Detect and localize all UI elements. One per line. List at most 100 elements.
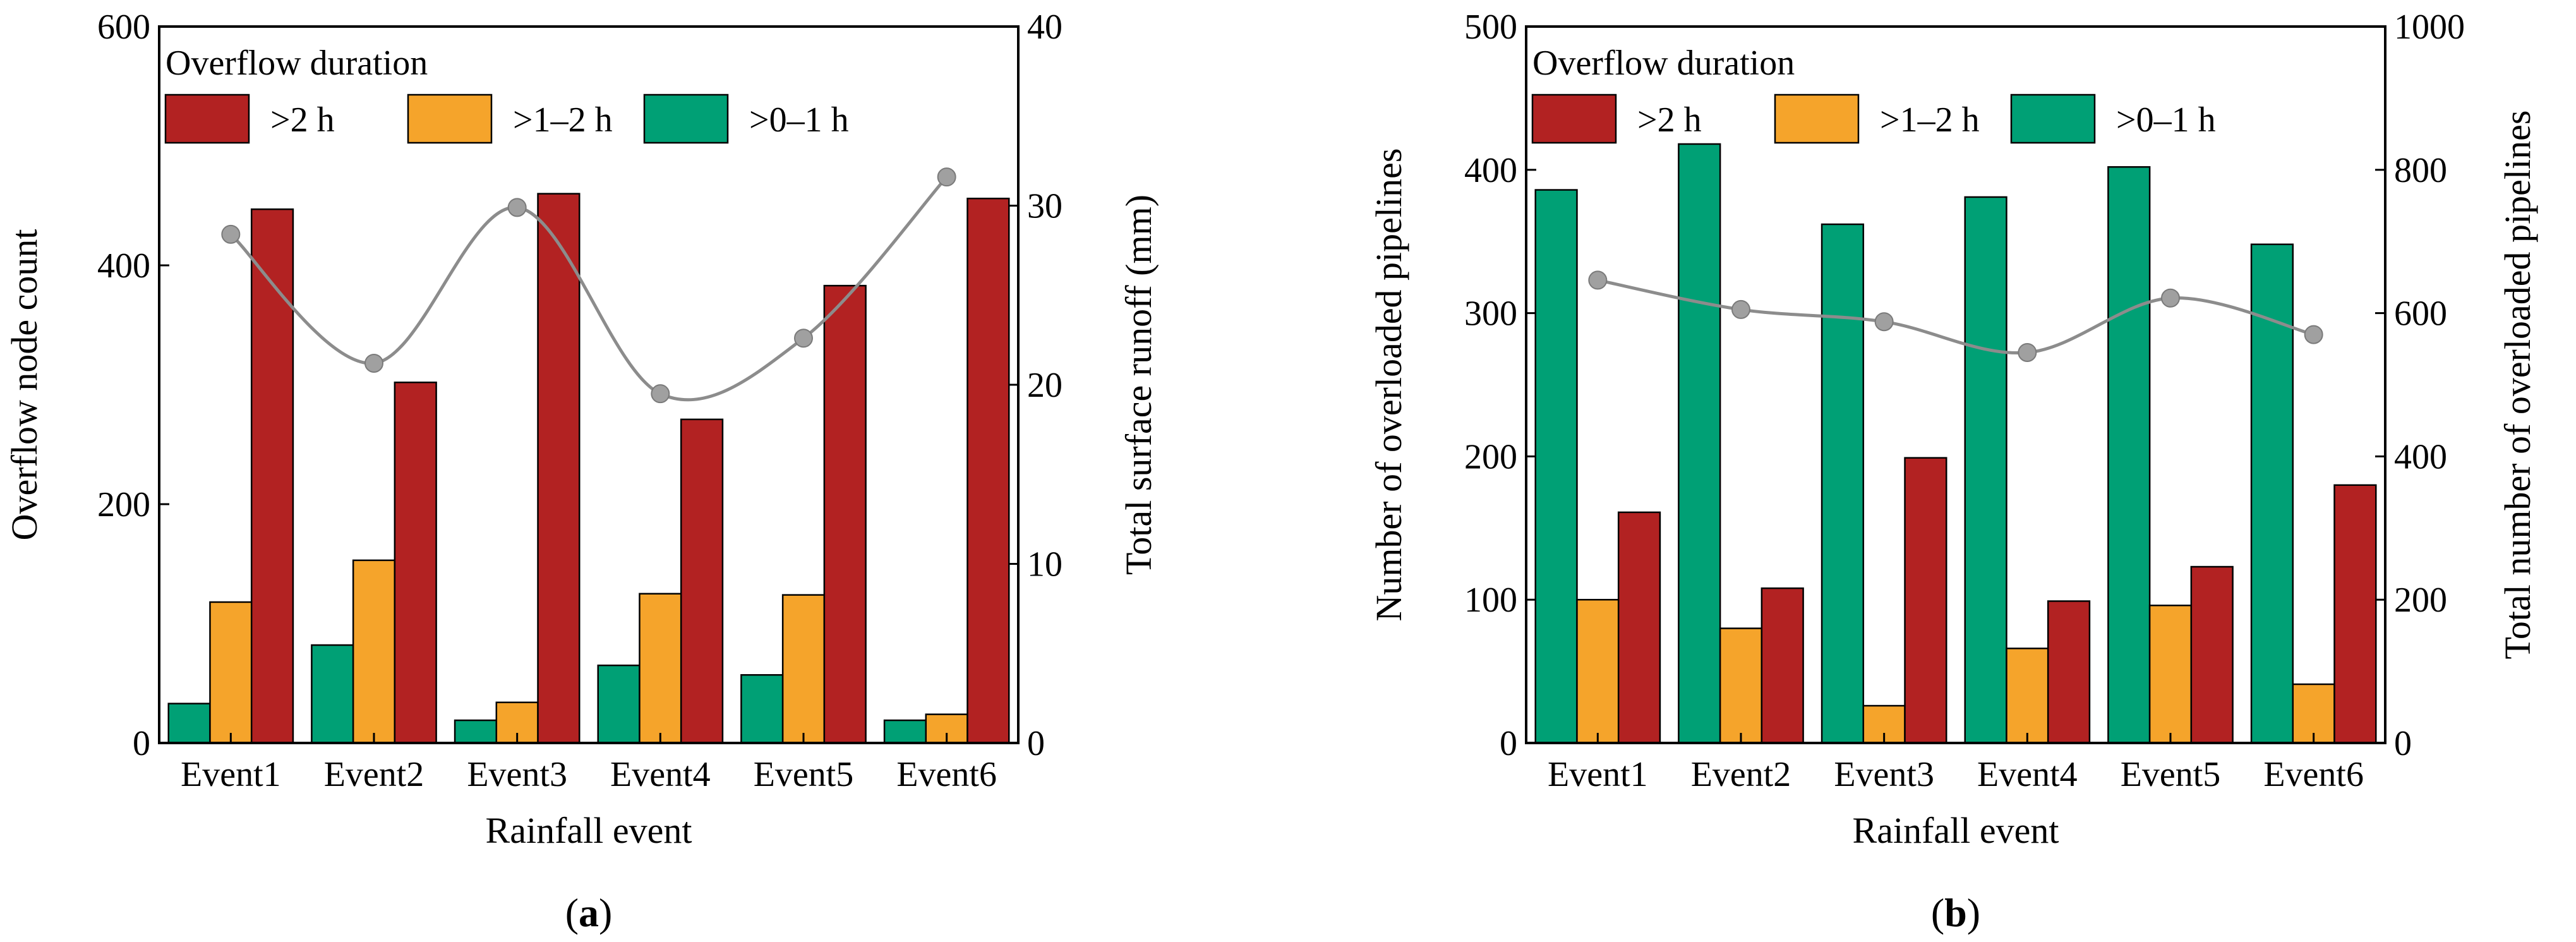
bar-event5-gt0_1 <box>740 674 784 744</box>
bar-group <box>167 193 1010 744</box>
left-y-tick-label: 0 <box>1500 724 1517 763</box>
panel-label-open: ( <box>565 890 579 935</box>
x-tick-label: Event5 <box>2121 755 2221 794</box>
left-y-tick-label: 200 <box>1464 437 1517 476</box>
x-tick-label: Event6 <box>896 755 997 794</box>
bar-event2-gt0_1 <box>1678 143 1721 744</box>
x-tick-label: Event2 <box>1691 755 1791 794</box>
left-y-tick-label: 600 <box>97 8 150 47</box>
legend-label-gt0-1: >0–1 h <box>749 100 849 140</box>
bar-event2-gt1_2 <box>1719 627 1763 744</box>
left-y-tick-label: 100 <box>1464 581 1517 620</box>
bar-event2-gt2 <box>394 381 437 744</box>
bar-event4-gt1_2 <box>639 593 682 744</box>
panel-label: (b) <box>1931 890 1980 935</box>
panel-label-close: ) <box>1967 890 1980 935</box>
bar-event1-gt2 <box>250 208 294 744</box>
left-y-tick-label: 0 <box>133 724 150 763</box>
x-tick-label: Event4 <box>1977 755 2078 794</box>
left-y-tick-label: 400 <box>1464 151 1517 190</box>
secondary-line <box>1597 278 2314 355</box>
legend: Overflow duration >2 h >1–2 h >0–1 h <box>164 44 849 144</box>
bar-event3-gt2 <box>537 193 581 744</box>
legend-label-gt2: >2 h <box>1637 100 1702 140</box>
legend-swatch-gt2 <box>1531 94 1617 144</box>
legend-swatch-gt0-1 <box>2010 94 2096 144</box>
bar-event3-gt2 <box>1904 457 1947 744</box>
x-tick-label: Event4 <box>610 755 711 794</box>
x-tick-label: Event5 <box>754 755 854 794</box>
right-y-tick-label: 200 <box>2394 581 2447 620</box>
x-axis-title: Rainfall event <box>1853 810 2059 851</box>
line-marker-event2 <box>364 353 383 373</box>
panel-letter: b <box>1944 890 1967 935</box>
x-tick-label: Event1 <box>181 755 281 794</box>
bar-event4-gt0_1 <box>1964 196 2007 744</box>
left-y-axis-title: Overflow node count <box>4 229 45 541</box>
right-y-tick-label: 1000 <box>2394 8 2465 47</box>
plot-frame <box>1525 25 2386 744</box>
bar-event4-gt2 <box>680 418 724 744</box>
legend-label-gt1-2: >1–2 h <box>513 100 613 140</box>
line-marker-event1 <box>1588 270 1608 290</box>
right-y-axis-title: Total surface runoff (mm) <box>1118 195 1159 575</box>
bar-event3-gt0_1 <box>454 719 498 744</box>
bar-event3-gt0_1 <box>1821 223 1865 744</box>
bar-event6-gt0_1 <box>883 719 927 744</box>
runoff-line-layer <box>221 167 956 404</box>
legend-swatch-gt1-2 <box>1774 94 1860 144</box>
left-y-tick-label: 500 <box>1464 8 1517 47</box>
legend-label-gt0-1: >0–1 h <box>2116 100 2216 140</box>
legend-swatch-gt1-2 <box>407 94 493 144</box>
bar-event2-gt1_2 <box>352 559 396 744</box>
right-y-tick-label: 0 <box>1027 724 1045 763</box>
bar-event4-gt1_2 <box>2006 648 2049 744</box>
x-tick-label: Event6 <box>2263 755 2364 794</box>
x-tick-label: Event3 <box>1834 755 1934 794</box>
left-y-tick-label: 200 <box>97 485 150 524</box>
bar-event5-gt0_1 <box>2107 166 2151 744</box>
legend-label-gt1-2: >1–2 h <box>1880 100 1980 140</box>
axis-ticks: 0 100 200 300 400 500 0 200 400 600 800 1000 Event1 E… <box>1464 8 2465 794</box>
x-tick-label: Event2 <box>324 755 424 794</box>
line-marker-event4 <box>2018 342 2037 362</box>
legend-title: Overflow duration <box>1532 44 1795 83</box>
panel-letter: a <box>579 890 599 935</box>
bar-event1-gt1_2 <box>1576 598 1620 744</box>
panel-label-close: ) <box>599 890 612 935</box>
bar-event6-gt2 <box>2333 484 2377 744</box>
bar-event1-gt0_1 <box>1534 189 1578 744</box>
bar-event5-gt2 <box>2190 565 2234 744</box>
right-y-axis-title: Total number of overloaded pipelines <box>2497 111 2538 660</box>
right-y-tick-label: 20 <box>1027 366 1062 405</box>
legend-swatch-gt0-1 <box>643 94 729 144</box>
right-y-tick-label: 40 <box>1027 8 1062 47</box>
right-y-tick-label: 0 <box>2394 724 2412 763</box>
left-y-tick-label: 300 <box>1464 294 1517 334</box>
x-tick-label: Event3 <box>467 755 567 794</box>
bar-event6-gt0_1 <box>2250 243 2294 744</box>
bar-event5-gt1_2 <box>2148 605 2193 744</box>
right-y-tick-label: 800 <box>2394 151 2447 190</box>
bar-event4-gt0_1 <box>597 664 641 744</box>
legend-label-gt2: >2 h <box>270 100 335 140</box>
bar-event6-gt2 <box>966 197 1010 744</box>
line-marker-event1 <box>221 224 241 244</box>
line-marker-event3 <box>1874 312 1894 332</box>
bar-event4-gt2 <box>2047 600 2091 744</box>
bar-event2-gt2 <box>1760 587 1804 744</box>
right-y-tick-label: 30 <box>1027 187 1062 226</box>
bar-group <box>1534 143 2377 744</box>
legend-swatch-gt2 <box>164 94 250 144</box>
x-axis-title: Rainfall event <box>486 810 692 851</box>
line-marker-event6 <box>937 167 956 187</box>
bar-event1-gt2 <box>1617 511 1661 744</box>
right-y-tick-label: 10 <box>1027 545 1062 584</box>
line-marker-event5 <box>794 329 813 348</box>
bar-event5-gt1_2 <box>781 594 826 744</box>
axis-ticks: 0 200 400 600 0 10 20 30 40 Event1 Event2 Event3 Eve… <box>97 8 1062 794</box>
secondary-line <box>229 176 948 402</box>
line-marker-event2 <box>1731 299 1750 319</box>
pipeline-total-line-layer <box>1588 270 2323 362</box>
line-marker-event5 <box>2161 288 2180 308</box>
